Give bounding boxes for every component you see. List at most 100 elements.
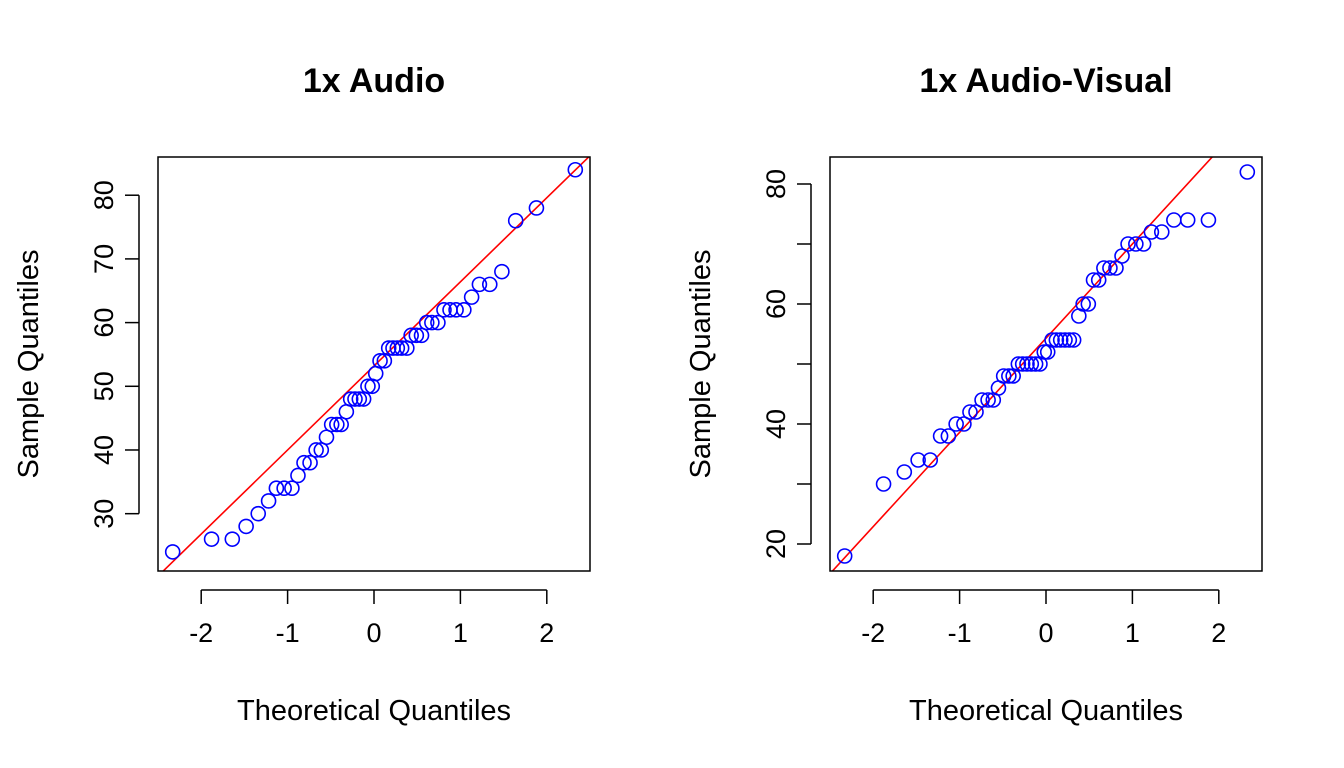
data-point [494,263,510,280]
data-point [974,392,990,408]
chart-panel-2: 1x Audio-Visual Theoretical Quantiles Samp… [685,62,1263,727]
x-tick-label: -2 [861,618,885,648]
data-point [318,429,335,446]
data-point [1108,260,1124,276]
data-point [1057,332,1073,348]
data-point [922,452,939,468]
data-point [224,531,241,547]
data-point [1135,236,1152,252]
x-axis-label: Theoretical Quantiles [909,695,1183,727]
x-tick-label: 0 [366,618,381,648]
data-point [1027,356,1044,372]
data-point [268,480,285,497]
data-point [481,276,498,293]
y-axis-label: Sample Quantiles [13,250,45,479]
y-axis-label: Sample Quantiles [685,250,717,479]
chart-panel-1: 1x Audio Theoretical Quantiles Sample Quan… [13,62,591,727]
data-point [290,467,306,484]
data-point [1114,248,1130,264]
data-point [1001,368,1017,384]
data-point [1010,356,1027,372]
x-tick-label: 2 [539,618,554,648]
data-point [1044,332,1060,348]
x-tick-label: 1 [453,618,468,648]
data-point [403,327,419,344]
qq-reference-line [162,157,590,571]
y-tick-label: 40 [761,409,791,439]
data-point [836,548,853,564]
data-point [1080,296,1097,312]
data-point [567,161,584,178]
data-point [436,302,452,318]
data-point [1014,356,1031,372]
y-tick-label: 50 [89,371,119,401]
data-point [940,428,957,444]
y-tick-label: 80 [89,180,119,210]
data-point [948,416,964,432]
chart-title: 1x Audio-Visual [919,62,1172,100]
data-point [1153,224,1170,240]
data-point [1096,260,1112,276]
x-tick-label: -1 [276,618,300,648]
data-point [1075,296,1091,312]
data-point [276,480,292,497]
x-axis-label: Theoretical Quantiles [237,695,511,727]
data-point [956,416,972,432]
data-point [323,416,340,433]
x-tick-label: 0 [1038,618,1053,648]
chart-title: 1x Audio [303,62,445,100]
data-point [351,391,368,407]
y-tick-label: 60 [761,289,791,319]
data-point [430,314,446,331]
data-point [1179,212,1196,228]
y-tick-label: 80 [761,169,791,199]
y-tick-label: 70 [89,244,119,274]
data-point [360,378,376,395]
data-point [1036,344,1053,360]
data-point [338,403,355,420]
x-tick-label: -1 [948,618,972,648]
data-point [1052,332,1069,348]
data-point [164,544,181,560]
y-tick-label: 30 [89,499,119,529]
data-point [1143,224,1160,240]
data-point [302,454,318,471]
data-point [1085,272,1102,288]
x-tick-label: 1 [1125,618,1140,648]
data-point [896,464,913,480]
data-point [456,302,472,318]
data-point [424,314,440,331]
data-point [342,391,359,407]
data-point [1200,212,1217,228]
data-point [980,392,996,408]
data-point [448,302,464,318]
x-tick-label: -2 [189,618,213,648]
data-point [463,289,480,305]
data-point [1023,356,1040,372]
data-point [393,340,410,356]
data-point [471,276,488,293]
data-point [308,442,324,458]
data-point [507,212,524,229]
data-point [260,493,277,509]
data-point [389,340,406,356]
data-point [347,391,363,407]
data-point [408,327,425,344]
data-point [1166,212,1182,228]
data-point [1128,236,1144,252]
data-point [372,353,388,369]
plot-frame [829,156,1263,572]
data-point [528,200,545,216]
data-point [1048,332,1065,348]
data-point [296,454,312,471]
data-point [329,416,345,433]
y-tick-label: 40 [89,435,119,465]
data-point [238,518,254,535]
data-point [203,531,220,547]
data-point [875,476,892,492]
data-point [284,480,300,497]
y-tick-label: 20 [761,529,791,559]
data-point [250,505,267,522]
